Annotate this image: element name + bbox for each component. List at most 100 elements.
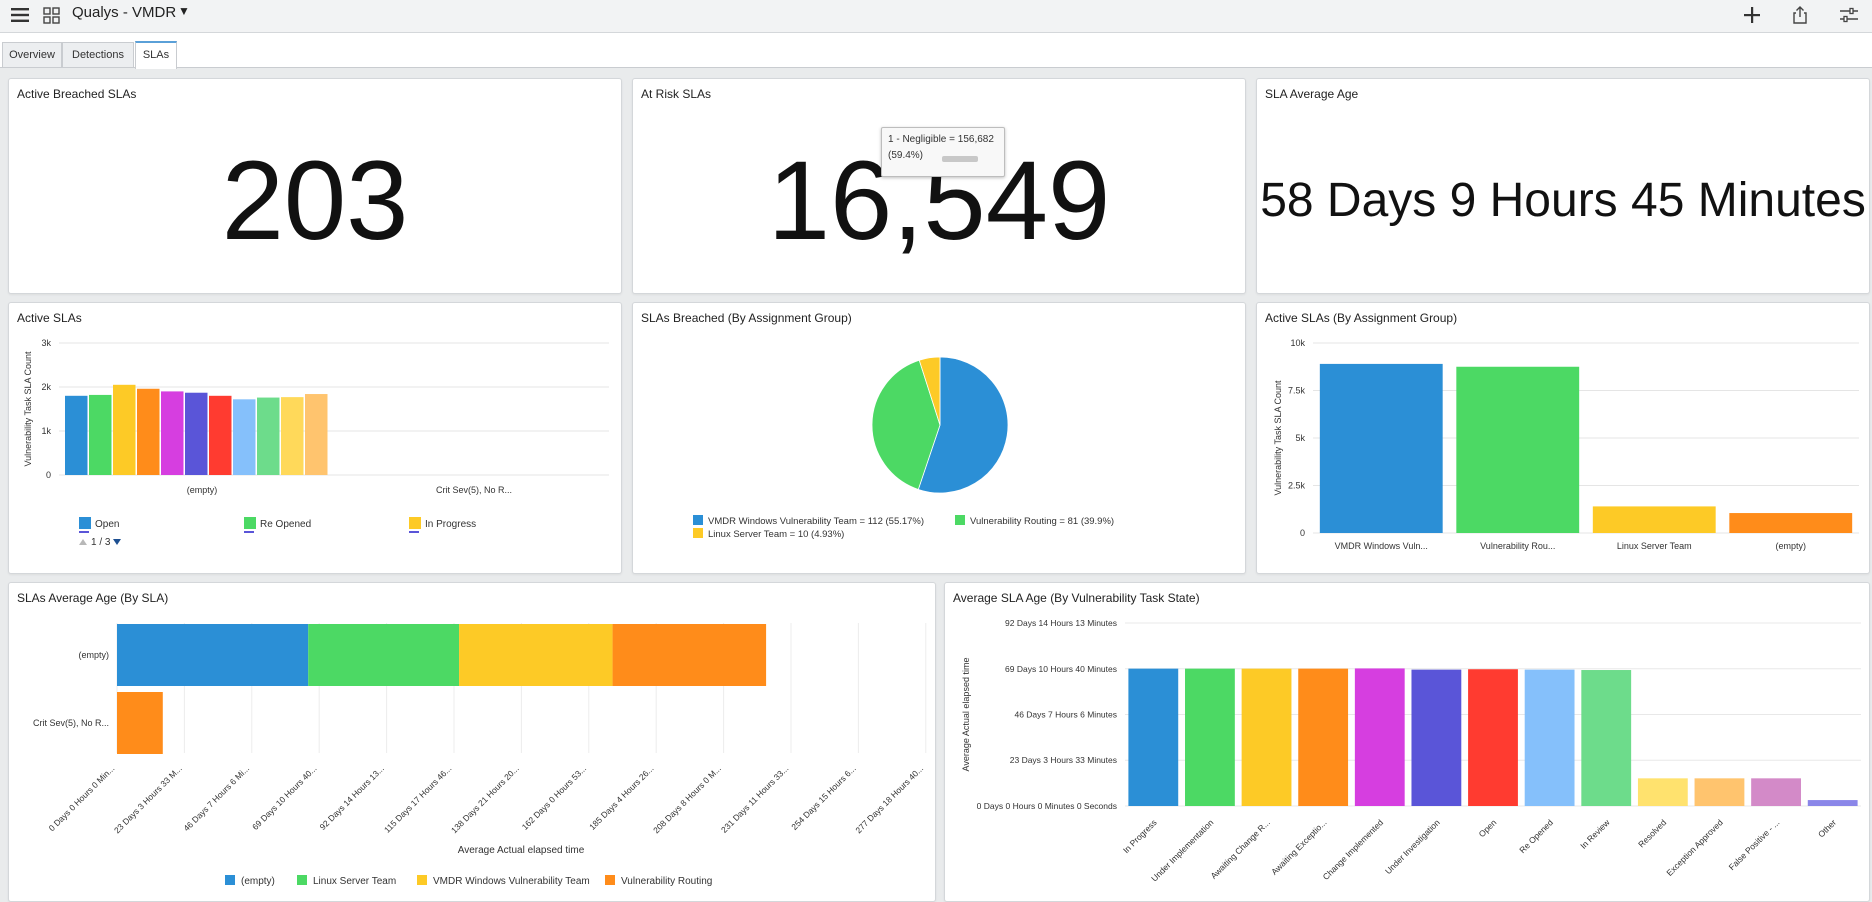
bar-segment	[117, 624, 309, 686]
x-tick-label: 46 Days 7 Hours 6 Mi...	[181, 763, 251, 833]
y-tick-label: Crit Sev(5), No R...	[33, 718, 109, 728]
x-axis-label: Average Actual elapsed time	[458, 845, 585, 856]
bar	[1298, 668, 1349, 806]
x-tick-label: In Progress	[1121, 817, 1159, 855]
bar	[1241, 668, 1292, 806]
bar-segment	[612, 624, 767, 686]
widget-title: Average SLA Age (By Vulnerability Task S…	[953, 591, 1200, 605]
legend-label: Re Opened	[260, 519, 311, 530]
menu-icon[interactable]	[8, 0, 32, 30]
x-tick-label: Open	[1477, 817, 1499, 839]
y-axis-label: Vulnerability Task SLA Count	[1273, 380, 1283, 496]
widget-sla-average-age: SLA Average Age 58 Days 9 Hours 45 Minut…	[1256, 78, 1870, 294]
widget-active-slas-by-group: Active SLAs (By Assignment Group) 0 2.5k 5…	[1256, 302, 1870, 574]
legend-label: VMDR Windows Vulnerability Team = 112 (5…	[708, 516, 924, 527]
share-icon[interactable]	[1788, 0, 1812, 30]
y-tick-label: 7.5k	[1288, 386, 1306, 396]
tab-overview[interactable]: Overview	[2, 42, 62, 67]
widget-average-sla-age-by-state: Average SLA Age (By Vulnerability Task S…	[944, 582, 1870, 902]
legend-swatch	[244, 517, 256, 529]
pie-slice	[918, 356, 941, 426]
bar	[1128, 668, 1179, 806]
pie-slice	[871, 359, 941, 490]
widget-title: Active SLAs	[17, 311, 82, 325]
x-tick-label: 115 Days 17 Hours 46...	[382, 763, 453, 834]
x-tick-label: (empty)	[1775, 541, 1806, 551]
y-tick-label: 2.5k	[1288, 481, 1306, 491]
legend-pager: 1 / 3	[91, 537, 111, 548]
bar	[1185, 668, 1235, 806]
bar	[137, 388, 160, 475]
active-by-group-chart: 0 2.5k 5k 7.5k 10k Vulnerability Task SLA Cou…	[1273, 338, 1859, 551]
bar-segment	[459, 624, 613, 686]
dropdown-caret-icon[interactable]: ▼	[178, 4, 190, 18]
x-tick-label: Other	[1816, 817, 1838, 839]
legend-swatch	[409, 517, 421, 529]
widget-title: SLA Average Age	[1265, 87, 1359, 101]
bar	[113, 384, 136, 475]
settings-sliders-icon[interactable]	[1836, 0, 1862, 30]
legend-label: Linux Server Team	[313, 876, 396, 887]
bar	[1694, 778, 1745, 806]
dashboard-grid-icon[interactable]	[40, 0, 62, 30]
metric-value: 203	[221, 138, 409, 263]
active-slas-chart: 0 1k 2k 3k Vulnerability Task SLA Count (empt…	[23, 338, 609, 548]
legend-label: Linux Server Team = 10 (4.93%)	[708, 529, 844, 540]
bar	[281, 397, 304, 475]
widget-title: Active Breached SLAs	[17, 87, 137, 101]
x-tick-label: In Review	[1578, 817, 1612, 851]
legend-label: (empty)	[241, 876, 275, 887]
widget-title: SLAs Breached (By Assignment Group)	[641, 311, 852, 325]
widget-title: Active SLAs (By Assignment Group)	[1265, 311, 1458, 325]
bar	[1592, 506, 1716, 533]
top-bar: Qualys - VMDR ▼	[0, 0, 1872, 33]
bar	[1751, 778, 1801, 806]
legend-swatch	[297, 875, 307, 885]
y-tick-label: 10k	[1290, 338, 1305, 348]
tooltip-scrollbar[interactable]	[942, 156, 978, 162]
bar	[1468, 669, 1518, 806]
widget-slas-breached-by-group: SLAs Breached (By Assignment Group) VMDR…	[632, 302, 1246, 574]
x-tick-label: VMDR Windows Vuln...	[1335, 541, 1428, 551]
app-title[interactable]: Qualys - VMDR	[72, 4, 177, 21]
legend-swatch	[693, 528, 703, 538]
y-tick-label: 0	[46, 470, 51, 480]
legend-swatch	[693, 515, 703, 525]
bar	[1411, 669, 1462, 806]
legend-label: In Progress	[425, 519, 476, 530]
dashboard-tabs: Overview Detections SLAs	[0, 33, 1872, 69]
breached-pie-chart: VMDR Windows Vulnerability Team = 112 (5…	[693, 356, 1114, 540]
x-tick-label: Resolved	[1636, 817, 1668, 849]
legend-prev-icon	[79, 539, 87, 545]
legend-swatch	[79, 517, 91, 529]
x-tick-label: (empty)	[187, 485, 218, 495]
plus-icon[interactable]	[1740, 0, 1764, 30]
bar	[65, 395, 88, 475]
x-tick-label: Awaiting Exceptio...	[1269, 817, 1328, 876]
tab-slas[interactable]: SLAs	[135, 41, 177, 69]
x-tick-label: Vulnerability Rou...	[1480, 541, 1555, 551]
x-tick-label: 69 Days 10 Hours 40...	[250, 763, 319, 832]
widget-at-risk-slas: At Risk SLAs 16,549 1 - Negligible = 156…	[632, 78, 1246, 294]
legend-label: Open	[95, 519, 119, 530]
bar	[209, 395, 232, 475]
bar	[185, 392, 208, 475]
x-tick-label: 162 Days 0 Hours 53...	[520, 763, 589, 832]
y-tick-label: 92 Days 14 Hours 13 Minutes	[1005, 618, 1117, 628]
tooltip-line: 1 - Negligible = 156,682	[888, 134, 994, 145]
legend-swatch	[225, 875, 235, 885]
bar-segment	[117, 692, 163, 754]
tab-detections[interactable]: Detections	[62, 42, 134, 67]
avg-age-by-sla-chart: 0 Days 0 Hours 0 Min...23 Days 3 Hours 3…	[33, 623, 927, 887]
y-tick-label: 46 Days 7 Hours 6 Minutes	[1014, 709, 1117, 719]
bar-segment	[308, 624, 460, 686]
x-tick-label: 92 Days 14 Hours 13...	[317, 763, 386, 832]
bar	[161, 391, 184, 475]
bar	[1581, 670, 1632, 806]
x-tick-label: False Positive - ...	[1727, 817, 1782, 872]
metric-value: 58 Days 9 Hours 45 Minutes	[1260, 174, 1866, 227]
y-tick-label: 23 Days 3 Hours 33 Minutes	[1010, 755, 1117, 765]
x-tick-label: 231 Days 11 Hours 33...	[719, 763, 790, 834]
bar	[1354, 668, 1405, 806]
bar	[257, 397, 280, 475]
